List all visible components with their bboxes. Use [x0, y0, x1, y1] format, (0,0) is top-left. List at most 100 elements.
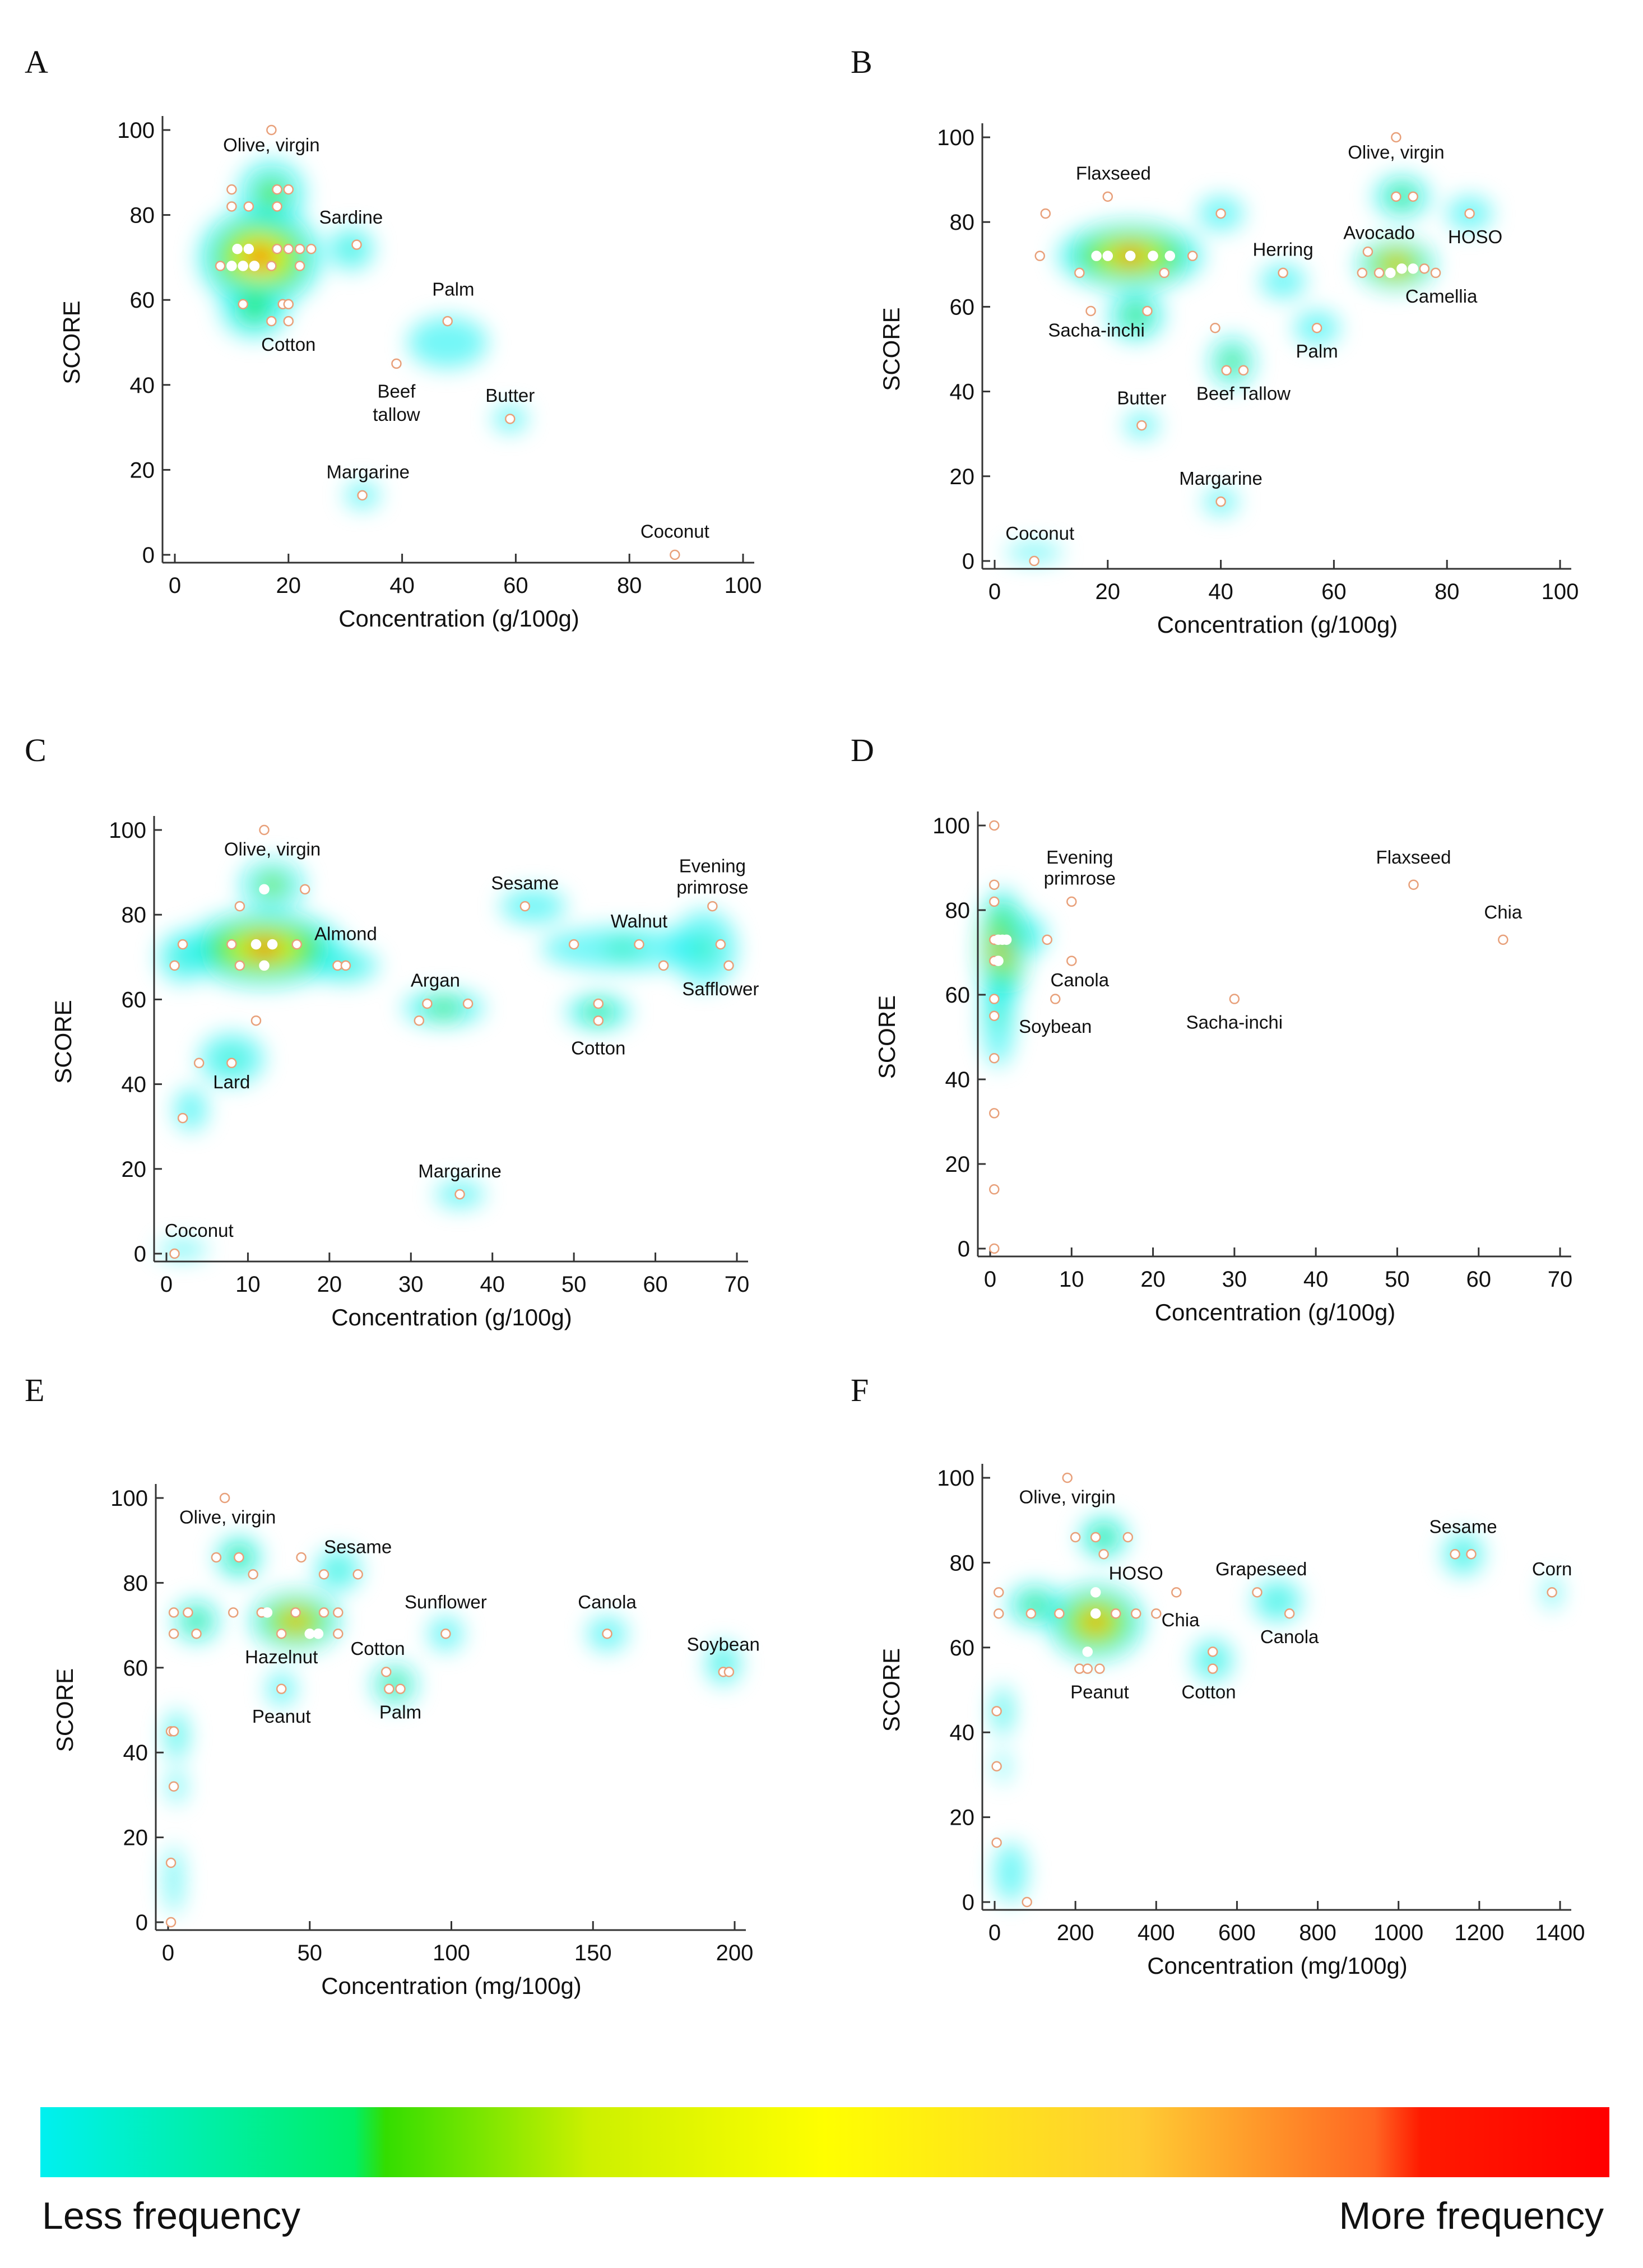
data-point	[1142, 305, 1153, 317]
y-axis-title: SCORE	[874, 995, 900, 1079]
data-point	[283, 316, 294, 327]
data-point	[340, 960, 351, 971]
point-label: Margarine	[418, 1161, 502, 1181]
legend-more-frequency: More frequency	[1339, 2195, 1604, 2237]
x-tick-label: 0	[988, 579, 1001, 604]
point-label: Canola	[1260, 1626, 1319, 1647]
data-point	[250, 1015, 262, 1026]
x-axis-title: Concentration (g/100g)	[331, 1304, 572, 1330]
x-tick-label: 1200	[1454, 1921, 1504, 1945]
data-point	[1391, 132, 1401, 143]
data-point	[1074, 267, 1085, 279]
point-label: Camellia	[1405, 286, 1478, 307]
data-point	[1001, 934, 1012, 945]
data-point	[422, 998, 433, 1009]
x-axis-title: Concentration (g/100g)	[1157, 611, 1398, 638]
x-tick-label: 60	[1466, 1267, 1491, 1292]
data-point	[1408, 879, 1419, 890]
y-tick-label: 100	[117, 118, 155, 143]
y-tick-label: 0	[136, 1910, 148, 1935]
data-point	[168, 1781, 179, 1792]
data-point	[989, 1053, 1000, 1064]
data-point	[1391, 191, 1401, 202]
point-label: Evening	[679, 856, 746, 876]
point-label: Flaxseed	[1076, 163, 1151, 184]
data-point	[593, 998, 604, 1009]
data-point	[989, 994, 1000, 1004]
panel-letter: B	[851, 44, 872, 80]
data-point	[313, 1628, 324, 1639]
y-tick-label: 40	[945, 1068, 971, 1092]
data-point	[296, 1552, 307, 1563]
data-point	[1238, 365, 1249, 376]
y-axis-title: SCORE	[52, 1668, 78, 1752]
data-point	[168, 1726, 179, 1737]
data-point	[1066, 956, 1077, 966]
data-point	[1385, 267, 1396, 279]
data-point	[414, 1015, 425, 1026]
data-point	[259, 824, 270, 836]
data-point	[1164, 251, 1176, 261]
heat-blob	[1006, 544, 1063, 561]
data-point	[177, 1112, 188, 1124]
data-point	[1419, 263, 1430, 274]
data-point	[1284, 1608, 1295, 1619]
x-tick-label: 100	[433, 1941, 470, 1965]
data-point	[670, 549, 680, 560]
y-tick-label: 20	[950, 1806, 975, 1830]
heat-blob	[995, 1843, 1027, 1902]
data-point	[272, 243, 282, 254]
y-tick-label: 100	[932, 814, 970, 838]
data-point	[299, 884, 310, 895]
x-tick-label: 1000	[1373, 1921, 1423, 1945]
x-tick-label: 10	[1059, 1267, 1084, 1292]
heat-blob	[285, 1614, 306, 1628]
panel-letter: E	[25, 1372, 44, 1408]
y-tick-label: 0	[134, 1242, 146, 1267]
x-tick-label: 0	[160, 1272, 173, 1297]
data-point	[191, 1628, 202, 1639]
point-label: Sardine	[319, 207, 383, 228]
data-point	[1187, 251, 1198, 261]
data-point	[1062, 1472, 1073, 1483]
x-axis-title: Concentration (mg/100g)	[321, 1973, 582, 1999]
data-point	[318, 1607, 329, 1618]
data-point	[1122, 1532, 1134, 1543]
heat-blob	[591, 1008, 606, 1016]
heat-blob	[165, 1845, 183, 1914]
data-point	[1466, 1549, 1477, 1560]
heat-blob	[1227, 356, 1237, 368]
data-point	[1136, 420, 1147, 431]
data-point	[993, 1608, 1004, 1619]
data-point	[991, 1761, 1002, 1772]
data-point	[276, 1683, 287, 1694]
y-axis-title: SCORE	[50, 1000, 76, 1083]
y-tick-label: 80	[123, 1571, 148, 1596]
data-point	[169, 960, 180, 971]
y-tick-label: 80	[945, 898, 971, 923]
y-axis-title: SCORE	[58, 300, 85, 384]
data-point	[1098, 1549, 1109, 1560]
point-label: Canola	[578, 1592, 637, 1612]
point-label: Olive, virgin	[223, 134, 319, 155]
panel-letter: D	[851, 732, 874, 768]
x-tick-label: 30	[1222, 1267, 1247, 1292]
x-tick-label: 800	[1299, 1921, 1336, 1945]
heatmap-layer	[992, 1516, 1560, 1902]
point-label: Hazelnut	[245, 1646, 318, 1667]
data-point	[250, 939, 262, 950]
point-label: Lard	[213, 1072, 250, 1092]
x-tick-label: 0	[988, 1921, 1001, 1945]
y-tick-label: 40	[950, 380, 975, 405]
x-tick-label: 400	[1138, 1921, 1175, 1945]
heat-blob	[500, 889, 566, 924]
data-point	[1148, 251, 1158, 261]
data-point	[1252, 1587, 1263, 1598]
data-point	[1042, 934, 1052, 945]
data-point	[177, 939, 188, 950]
y-tick-label: 20	[123, 1826, 148, 1850]
point-label: Argan	[411, 970, 460, 991]
point-label: Butter	[485, 385, 535, 406]
x-axis-title: Concentration (g/100g)	[1155, 1299, 1396, 1325]
data-point	[1025, 1608, 1037, 1619]
